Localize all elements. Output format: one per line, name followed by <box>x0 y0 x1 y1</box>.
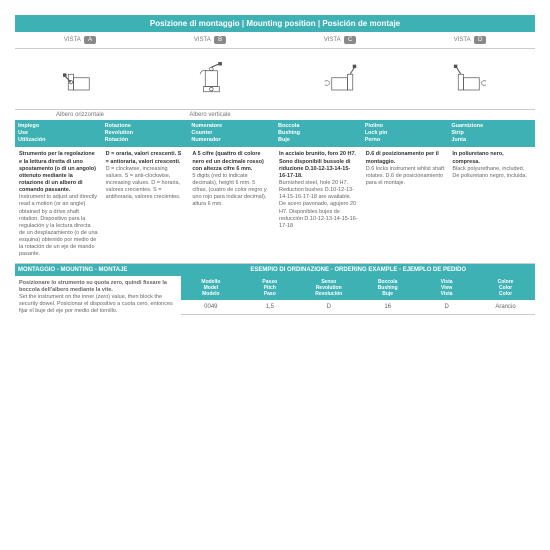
main-header: Posizione di montaggio | Mounting positi… <box>15 15 535 32</box>
caption-d <box>405 110 535 120</box>
order-value: 1,5 <box>240 300 299 314</box>
vista-c: VISTA C <box>275 32 405 48</box>
order-value: D <box>417 300 476 314</box>
spec-header: PiolinoLock pinPerno <box>362 120 449 147</box>
order-header-row: ModelloModelModeloPassoPitchPasoSensoRev… <box>181 276 535 300</box>
diagram-b <box>145 49 275 109</box>
vista-d: VISTA D <box>405 32 535 48</box>
vista-row: VISTA A VISTA B VISTA C VISTA D <box>15 32 535 49</box>
diagram-d <box>405 49 535 109</box>
spec-header: ImpiegoUseUtilización <box>15 120 102 147</box>
spec-content-row: Strumento per la regolazione e la lettur… <box>15 147 535 263</box>
mounting-text: Posizionare lo strumento su quota zero, … <box>15 276 181 320</box>
vista-a: VISTA A <box>15 32 145 48</box>
caption-row: Albero orizzontale Albero verticale <box>15 110 535 120</box>
mounting-content: Posizionare lo strumento su quota zero, … <box>15 276 535 320</box>
spec-cell: In acciaio brunito, foro 20 H7. Sono dis… <box>275 147 362 262</box>
spec-header: NumeratoreCounterNumerador <box>188 120 275 147</box>
diagram-a <box>15 49 145 109</box>
spec-cell: In poliuretano nero, compresa.Black poly… <box>448 147 535 262</box>
order-value: 0049 <box>181 300 240 314</box>
order-data-row: 00491,5D16DArancio <box>181 300 535 315</box>
spec-cell: Strumento per la regolazione e la lettur… <box>15 147 102 262</box>
order-header: BoccolaBushingBuje <box>358 276 417 300</box>
diagram-c <box>275 49 405 109</box>
order-header: PassoPitchPaso <box>240 276 299 300</box>
spec-header: RotazioneRevolutionRotación <box>102 120 189 147</box>
diagram-row <box>15 49 535 110</box>
order-header: SensoRevolutionRevolución <box>299 276 358 300</box>
spec-cell: D = oraria, valori crescenti. S = antior… <box>102 147 189 262</box>
spec-header-row: ImpiegoUseUtilizaciónRotazioneRevolution… <box>15 120 535 147</box>
ordering-title: ESEMPIO DI ORDINAZIONE - ORDERING EXAMPL… <box>181 264 535 276</box>
caption-a: Albero orizzontale <box>15 110 145 120</box>
order-value: Arancio <box>476 300 535 314</box>
spec-header: GuarnizioneStripJunta <box>448 120 535 147</box>
order-value: 16 <box>358 300 417 314</box>
caption-c <box>275 110 405 120</box>
caption-b: Albero verticale <box>145 110 275 120</box>
spec-cell: A 5 cifre (quattro di colore nero ed un … <box>188 147 275 262</box>
spec-header: BoccolaBushingBuje <box>275 120 362 147</box>
spec-cell: D.6 di posizionamento per il montaggio.D… <box>362 147 449 262</box>
order-header: ColoreColorColor <box>476 276 535 300</box>
mounting-title: MONTAGGIO - MOUNTING - MONTAJE <box>15 264 181 276</box>
order-header: VistaViewVista <box>417 276 476 300</box>
order-value: D <box>299 300 358 314</box>
order-header: ModelloModelModelo <box>181 276 240 300</box>
mounting-header: MONTAGGIO - MOUNTING - MONTAJE ESEMPIO D… <box>15 264 535 276</box>
vista-b: VISTA B <box>145 32 275 48</box>
